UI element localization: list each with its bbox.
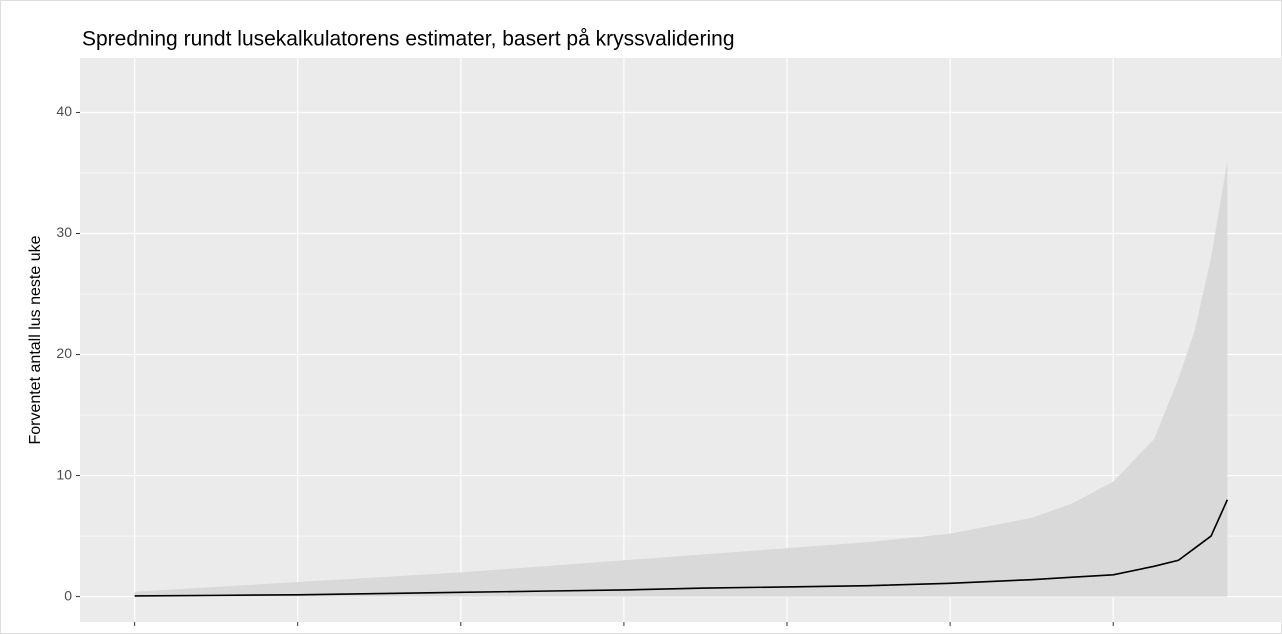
- estimate-line: [134, 499, 1229, 597]
- chart-title: Spredning rundt lusekalkulatorens estima…: [82, 28, 735, 51]
- y-tick-label: 40: [56, 103, 72, 119]
- y-axis-label: Forventet antall lus neste uke: [27, 235, 44, 444]
- y-tick-label: 0: [64, 587, 72, 603]
- y-tick-label: 30: [56, 224, 72, 240]
- y-tick-label: 10: [56, 466, 72, 482]
- y-tick-label: 20: [56, 345, 72, 361]
- ribbon-area: [134, 160, 1228, 597]
